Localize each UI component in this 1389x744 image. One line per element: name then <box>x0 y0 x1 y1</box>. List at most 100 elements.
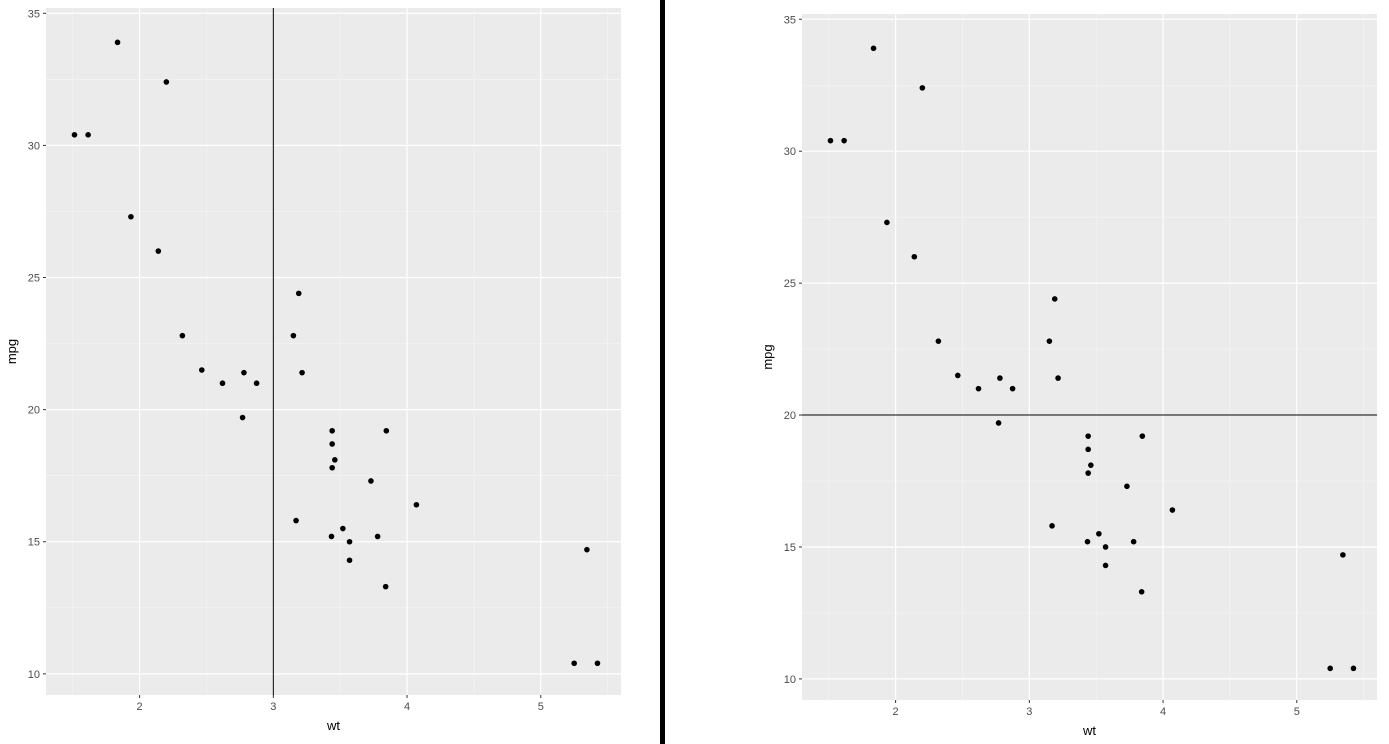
right-x-axis-title: wt <box>1082 723 1096 738</box>
left-x-axis-title: wt <box>326 718 340 733</box>
x-tick-label: 5 <box>538 701 544 713</box>
data-point <box>584 546 590 553</box>
data-point <box>163 79 170 85</box>
left-minor-grid <box>46 8 621 695</box>
data-point <box>1049 523 1055 529</box>
data-point <box>1327 665 1333 672</box>
y-tick-label: 10 <box>28 669 40 681</box>
data-point <box>329 427 335 434</box>
data-point <box>290 332 297 339</box>
data-point <box>1350 665 1357 672</box>
right-minor-grid <box>802 14 1377 700</box>
data-point <box>114 39 121 46</box>
data-point <box>975 385 982 392</box>
right-y-axis-title: mpg <box>760 344 775 369</box>
data-point <box>128 213 134 220</box>
right-plot-panel <box>802 14 1377 700</box>
data-point <box>1139 433 1146 439</box>
data-point <box>332 457 338 463</box>
data-point <box>1102 544 1109 550</box>
data-point <box>884 219 890 226</box>
data-point <box>1130 538 1137 545</box>
data-point <box>911 253 918 260</box>
x-tick-label: 3 <box>1026 706 1032 718</box>
y-tick-label: 15 <box>28 537 40 549</box>
y-tick-label: 20 <box>784 410 796 422</box>
x-tick-label: 2 <box>893 706 899 718</box>
data-point <box>954 372 961 379</box>
data-point <box>155 248 162 254</box>
data-point <box>179 332 186 339</box>
data-point <box>1085 446 1091 453</box>
x-tick-label: 3 <box>270 701 276 713</box>
x-tick-label: 5 <box>1294 706 1300 718</box>
data-point <box>368 478 374 484</box>
right-points <box>827 45 1357 672</box>
data-point <box>1084 538 1091 545</box>
data-point <box>239 414 246 421</box>
data-point <box>383 427 390 434</box>
panel-divider <box>660 0 665 744</box>
data-point <box>935 338 942 344</box>
data-point <box>1096 530 1102 537</box>
data-point <box>198 367 205 373</box>
data-point <box>841 137 847 144</box>
data-point <box>919 85 926 91</box>
data-point <box>85 132 91 138</box>
x-tick-label: 4 <box>1160 706 1166 718</box>
data-point <box>571 660 577 667</box>
data-point <box>71 132 78 138</box>
data-point <box>827 137 834 144</box>
data-point <box>328 533 335 540</box>
data-point <box>997 375 1003 381</box>
left-chart: 2 3 4 5 10 15 20 25 30 35 wt mpg <box>4 8 621 733</box>
data-point <box>1340 552 1346 558</box>
y-tick-label: 10 <box>784 674 796 686</box>
left-plot-panel <box>46 8 621 695</box>
data-point <box>1046 338 1053 344</box>
y-tick-label: 35 <box>784 14 796 26</box>
y-tick-label: 25 <box>28 273 40 285</box>
data-point <box>253 380 260 387</box>
data-point <box>293 517 299 524</box>
data-point <box>346 557 353 564</box>
y-tick-label: 25 <box>784 278 796 290</box>
data-point <box>413 501 420 508</box>
data-point <box>1055 375 1061 381</box>
data-point <box>346 538 353 545</box>
data-point <box>1169 507 1176 513</box>
data-point <box>1088 462 1094 468</box>
data-point <box>241 369 247 376</box>
y-tick-label: 15 <box>784 542 796 554</box>
data-point <box>329 464 335 471</box>
x-tick-label: 4 <box>404 701 410 713</box>
data-point <box>594 660 601 667</box>
left-points <box>71 39 601 667</box>
left-y-axis-title: mpg <box>4 339 19 364</box>
data-point <box>1124 483 1130 490</box>
data-point <box>299 369 305 376</box>
data-point <box>1138 589 1145 595</box>
data-point <box>340 525 346 532</box>
data-point <box>1085 470 1091 476</box>
data-point <box>1051 296 1058 302</box>
data-point <box>382 583 389 590</box>
right-chart: 2 3 4 5 10 15 20 25 30 35 wt mpg <box>760 14 1377 738</box>
data-point <box>295 290 302 297</box>
data-point <box>1009 385 1016 392</box>
data-point <box>870 45 877 52</box>
x-tick-label: 2 <box>137 701 143 713</box>
data-point <box>995 420 1002 426</box>
data-point <box>329 441 335 447</box>
y-tick-label: 30 <box>28 140 40 152</box>
left-axis-ticks: 2 3 4 5 10 15 20 25 30 35 <box>28 8 544 713</box>
data-point <box>1102 562 1109 569</box>
y-tick-label: 20 <box>28 405 40 417</box>
data-point <box>219 380 226 387</box>
y-tick-label: 30 <box>784 146 796 158</box>
data-point <box>1085 433 1091 439</box>
right-axis-ticks: 2 3 4 5 10 15 20 25 30 35 <box>784 14 1300 718</box>
y-tick-label: 35 <box>28 8 40 20</box>
data-point <box>374 533 381 540</box>
